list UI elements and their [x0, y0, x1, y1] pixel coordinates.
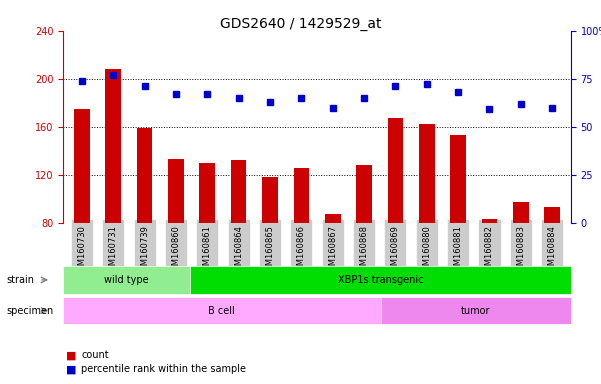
Bar: [105, 69, 121, 223]
Text: B cell: B cell: [209, 306, 235, 316]
Text: strain: strain: [6, 275, 34, 285]
Bar: [325, 214, 341, 223]
Text: specimen: specimen: [6, 306, 53, 316]
Bar: [137, 128, 153, 223]
Text: ■: ■: [66, 350, 76, 360]
Bar: [293, 167, 309, 223]
Text: count: count: [81, 350, 109, 360]
Bar: [481, 219, 497, 223]
Bar: [450, 135, 466, 223]
Bar: [545, 207, 560, 223]
Bar: [168, 159, 184, 223]
Bar: [231, 161, 246, 223]
Text: GDS2640 / 1429529_at: GDS2640 / 1429529_at: [220, 17, 381, 31]
Bar: [419, 124, 435, 223]
Bar: [356, 165, 372, 223]
Text: tumor: tumor: [461, 306, 490, 316]
Text: XBP1s transgenic: XBP1s transgenic: [338, 275, 423, 285]
Text: ■: ■: [66, 364, 76, 374]
Text: percentile rank within the sample: percentile rank within the sample: [81, 364, 246, 374]
Bar: [388, 118, 403, 223]
Bar: [200, 163, 215, 223]
Bar: [74, 109, 90, 223]
Text: wild type: wild type: [104, 275, 149, 285]
Bar: [262, 177, 278, 223]
Bar: [513, 202, 529, 223]
